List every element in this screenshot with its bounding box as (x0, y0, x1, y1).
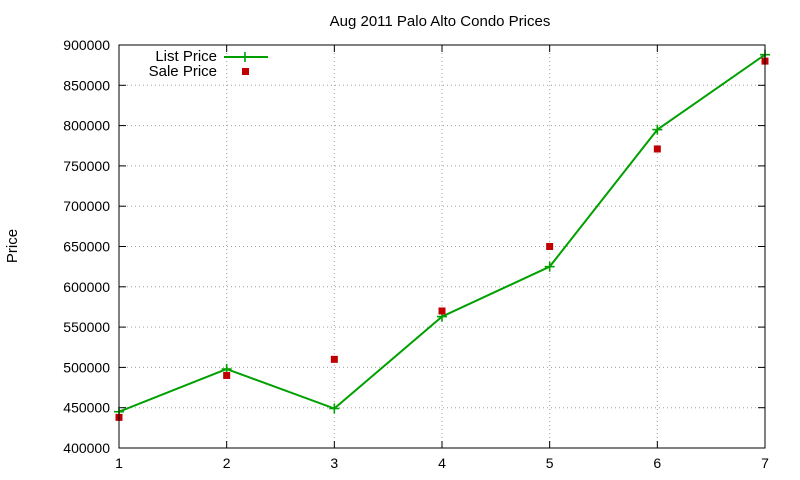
plot-frame (118, 44, 766, 449)
y-tick-label: 700000 (63, 198, 110, 214)
y-tick-label: 650000 (63, 239, 110, 255)
grid-lines (119, 45, 765, 448)
y-tick-label: 900000 (63, 37, 110, 53)
y-tick-label: 800000 (63, 118, 110, 134)
y-tick-label: 500000 (63, 359, 110, 375)
x-tick-label: 1 (115, 455, 123, 471)
x-tick-label: 3 (330, 455, 338, 471)
legend-label-sale-price: Sale Price (149, 63, 217, 80)
legend-marker-list-price (240, 52, 250, 62)
sale-price-point (546, 243, 554, 250)
sale-price-point (330, 355, 338, 363)
sale-price-point (653, 145, 661, 153)
legend-label-list-price: List Price (155, 48, 217, 65)
y-tick-label: 550000 (63, 319, 110, 335)
y-tick-label: 850000 (63, 77, 110, 93)
list-price-point (652, 124, 663, 135)
x-tick-label: 6 (653, 455, 661, 471)
y-axis-ticks: 400000 450000 500000 550000 600000 650000 7000… (63, 37, 765, 456)
x-tick-label: 2 (223, 455, 231, 471)
y-tick-label: 400000 (63, 440, 110, 456)
x-tick-label: 5 (546, 455, 554, 471)
sale-price-point (223, 371, 231, 379)
y-tick-label: 600000 (63, 279, 110, 295)
list-price-point (544, 261, 555, 272)
legend-marker-sale-price (242, 68, 249, 75)
y-axis-label: Price (4, 229, 21, 263)
y-tick-label: 450000 (63, 400, 110, 416)
list-price-point (329, 403, 340, 414)
sale-price-point (438, 307, 446, 315)
x-tick-label: 7 (761, 455, 769, 471)
x-tick-label: 4 (438, 455, 446, 471)
legend: List Price Sale Price (149, 48, 268, 80)
y-tick-label: 750000 (63, 158, 110, 174)
chart-title: Aug 2011 Palo Alto Condo Prices (330, 13, 551, 30)
